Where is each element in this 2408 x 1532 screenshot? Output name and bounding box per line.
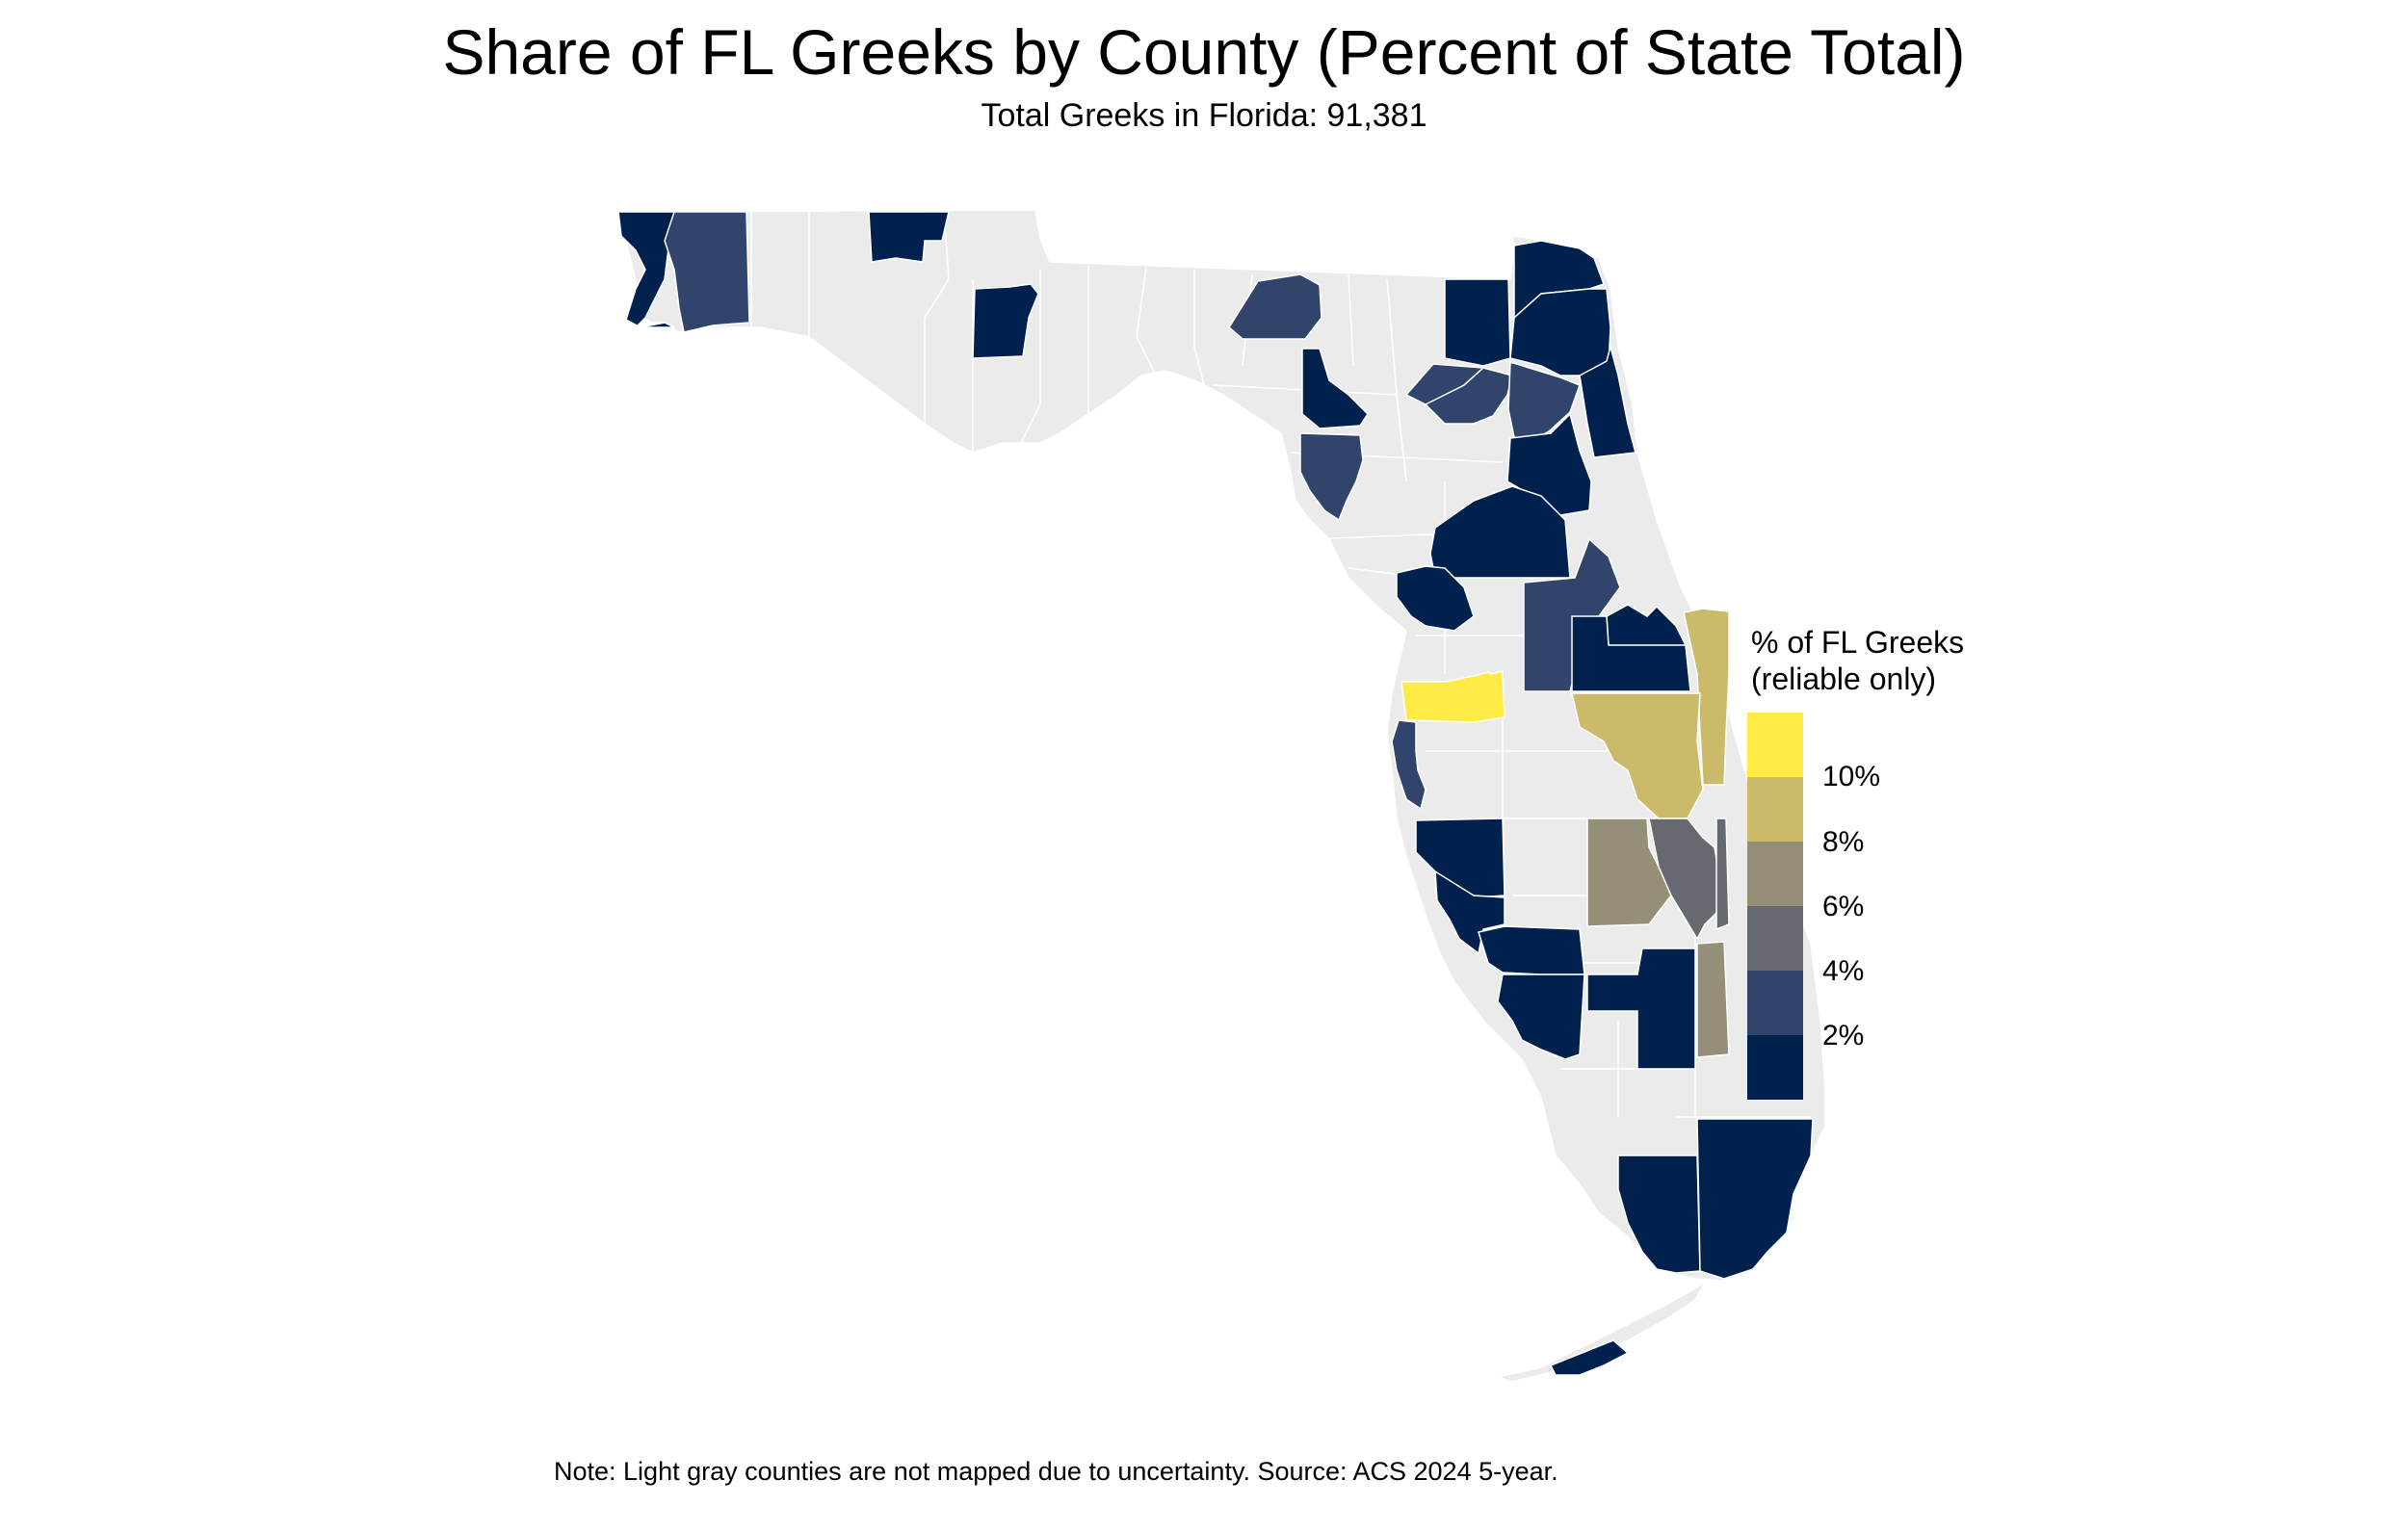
county-monroe[interactable] <box>1549 1339 1630 1376</box>
footnote: Note: Light gray counties are not mapped… <box>554 1457 1558 1486</box>
county-escambia[interactable] <box>617 211 675 328</box>
legend-swatch <box>1747 971 1803 1035</box>
legend-title: % of FL Greeks (reliable only) <box>1751 624 1964 697</box>
county-santa-rosa[interactable] <box>664 211 750 333</box>
legend-colorbar <box>1747 713 1803 1100</box>
legend-tick-6: 6% <box>1822 891 1865 922</box>
county-lee[interactable] <box>1497 974 1585 1060</box>
county-baker[interactable] <box>1444 278 1511 367</box>
county-st-johns[interactable] <box>1579 344 1636 458</box>
legend-title-line2: (reliable only) <box>1751 662 1937 696</box>
county-columbia[interactable] <box>1301 348 1369 429</box>
county-jackson[interactable] <box>972 283 1039 359</box>
border-line <box>1348 273 1354 367</box>
border-line <box>1193 270 1205 386</box>
county-hendry[interactable] <box>1586 948 1696 1070</box>
legend-swatch <box>1747 777 1803 842</box>
county-charlotte[interactable] <box>1478 925 1585 975</box>
county-st-lucie[interactable] <box>1715 818 1730 931</box>
border-line <box>924 211 950 424</box>
county-clay[interactable] <box>1507 360 1581 442</box>
county-dixie[interactable] <box>1299 432 1364 522</box>
county-walton[interactable] <box>868 211 950 263</box>
legend-tick-10: 10% <box>1822 761 1881 792</box>
legend-swatch <box>1747 1035 1803 1100</box>
county-hillsborough[interactable] <box>1391 719 1426 811</box>
county-collier[interactable] <box>1617 1155 1701 1274</box>
border-line <box>1020 270 1041 444</box>
county-osceola[interactable] <box>1571 692 1704 819</box>
legend-tick-4: 4% <box>1822 955 1865 987</box>
legend-swatch <box>1747 906 1803 971</box>
county-layer <box>617 211 1814 1376</box>
border-line <box>1136 267 1157 377</box>
map-title: Share of FL Greeks by County (Percent of… <box>442 16 1966 88</box>
county-orange[interactable] <box>1571 615 1691 692</box>
county-marion[interactable] <box>1429 485 1571 579</box>
county-hamilton[interactable] <box>1228 273 1322 340</box>
county-pinellas[interactable] <box>1400 670 1505 723</box>
county-citrus[interactable] <box>1396 565 1475 632</box>
legend-swatch <box>1747 713 1803 777</box>
legend-tick-8: 8% <box>1822 826 1865 858</box>
county-alachua[interactable] <box>1424 367 1513 425</box>
legend-swatch <box>1747 842 1803 906</box>
legend-tick-2: 2% <box>1822 1020 1865 1052</box>
map-subtitle: Total Greeks in Florida: 91,381 <box>981 97 1427 134</box>
county-broward[interactable] <box>1696 941 1730 1058</box>
county-okeechobee[interactable] <box>1648 818 1725 941</box>
legend-title-line1: % of FL Greeks <box>1751 625 1965 660</box>
county-miami-dade[interactable] <box>1696 1118 1814 1280</box>
